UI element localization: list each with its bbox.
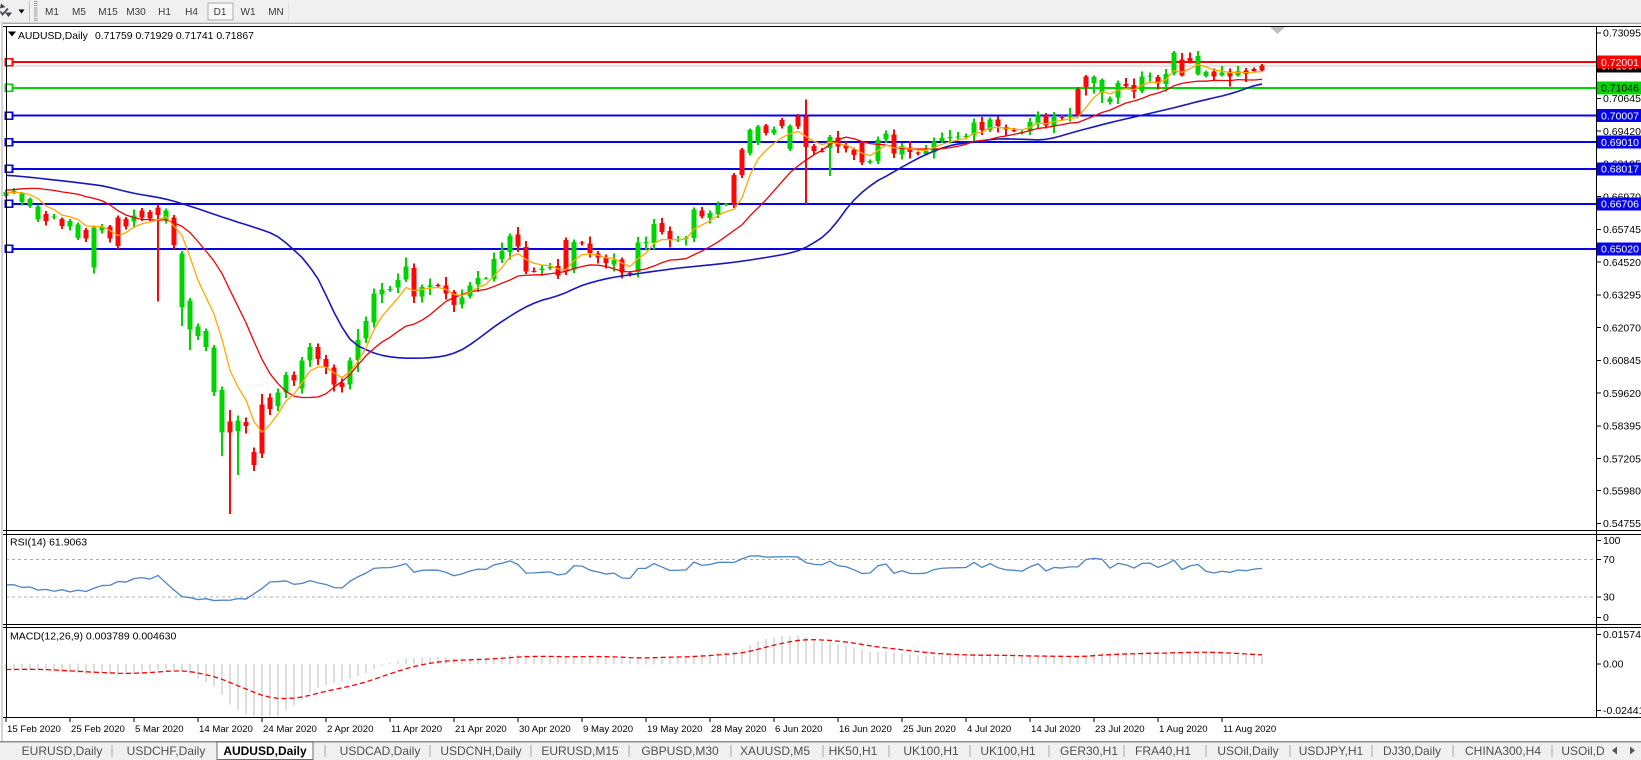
svg-text:0.69420: 0.69420: [1603, 126, 1641, 138]
svg-text:0.65745: 0.65745: [1603, 224, 1641, 236]
svg-text:DJ30,Daily: DJ30,Daily: [1383, 744, 1441, 758]
svg-text:USDCNH,Daily: USDCNH,Daily: [440, 744, 521, 758]
svg-text:0.70007: 0.70007: [1601, 110, 1639, 122]
svg-text:5 Mar 2020: 5 Mar 2020: [135, 724, 184, 735]
svg-text:14 Jul 2020: 14 Jul 2020: [1031, 724, 1081, 735]
svg-text:RSI(14) 61.9063: RSI(14) 61.9063: [10, 537, 87, 549]
svg-text:USDJPY,H1: USDJPY,H1: [1299, 744, 1364, 758]
svg-text:23 Jul 2020: 23 Jul 2020: [1095, 724, 1145, 735]
svg-text:M30: M30: [126, 7, 146, 18]
svg-text:16 Jun 2020: 16 Jun 2020: [839, 724, 892, 735]
svg-text:0.70645: 0.70645: [1603, 93, 1641, 105]
svg-text:EURUSD,M15: EURUSD,M15: [541, 744, 619, 758]
svg-text:15 Feb 2020: 15 Feb 2020: [7, 724, 61, 735]
svg-text:UK100,H1: UK100,H1: [980, 744, 1036, 758]
svg-text:0.58395: 0.58395: [1603, 421, 1641, 433]
svg-text:0.68017: 0.68017: [1601, 164, 1639, 176]
svg-text:CHINA300,H4: CHINA300,H4: [1465, 744, 1541, 758]
svg-text:USDCAD,Daily: USDCAD,Daily: [340, 744, 421, 758]
svg-text:100: 100: [1603, 535, 1621, 547]
svg-text:0.57205: 0.57205: [1603, 453, 1641, 465]
svg-text:30: 30: [1603, 592, 1615, 604]
svg-text:USOil,Daily: USOil,Daily: [1217, 744, 1278, 758]
svg-text:0.73095: 0.73095: [1603, 28, 1641, 40]
svg-text:FRA40,H1: FRA40,H1: [1135, 744, 1191, 758]
svg-text:9 May 2020: 9 May 2020: [583, 724, 633, 735]
svg-text:28 May 2020: 28 May 2020: [711, 724, 766, 735]
svg-text:XAUUSD,M5: XAUUSD,M5: [740, 744, 810, 758]
svg-text:AUDUSD,Daily: AUDUSD,Daily: [223, 744, 307, 758]
svg-text:-0.024412: -0.024412: [1603, 705, 1641, 717]
svg-text:H4: H4: [185, 7, 198, 18]
svg-text:W1: W1: [241, 7, 256, 18]
svg-text:0.62070: 0.62070: [1603, 322, 1641, 334]
svg-text:0.71046: 0.71046: [1601, 83, 1639, 95]
svg-text:0.63295: 0.63295: [1603, 290, 1641, 302]
svg-text:0.66706: 0.66706: [1601, 199, 1639, 211]
svg-text:0.54755: 0.54755: [1603, 518, 1641, 530]
svg-text:0.00: 0.00: [1603, 659, 1624, 671]
svg-text:14 Mar 2020: 14 Mar 2020: [199, 724, 253, 735]
svg-text:0.59620: 0.59620: [1603, 388, 1641, 400]
svg-text:11 Aug 2020: 11 Aug 2020: [1223, 724, 1276, 735]
svg-text:2 Apr 2020: 2 Apr 2020: [327, 724, 373, 735]
svg-text:UK100,H1: UK100,H1: [903, 744, 959, 758]
svg-text:HK50,H1: HK50,H1: [829, 744, 878, 758]
svg-text:0.72001: 0.72001: [1601, 57, 1639, 69]
svg-text:USDCHF,Daily: USDCHF,Daily: [127, 744, 206, 758]
svg-text:6 Jun 2020: 6 Jun 2020: [775, 724, 822, 735]
svg-text:AUDUSD,Daily: AUDUSD,Daily: [18, 31, 89, 42]
svg-text:0.64520: 0.64520: [1603, 257, 1641, 269]
svg-text:GBPUSD,M30: GBPUSD,M30: [641, 744, 719, 758]
svg-text:GER30,H1: GER30,H1: [1060, 744, 1118, 758]
svg-text:0: 0: [1603, 612, 1609, 624]
svg-text:70: 70: [1603, 554, 1615, 566]
svg-text:19 May 2020: 19 May 2020: [647, 724, 702, 735]
svg-text:0.65020: 0.65020: [1601, 244, 1639, 256]
svg-text:0.015741: 0.015741: [1603, 629, 1641, 641]
svg-text:D1: D1: [214, 7, 227, 18]
svg-text:0.60845: 0.60845: [1603, 355, 1641, 367]
svg-text:MACD(12,26,9) 0.003789 0.00463: MACD(12,26,9) 0.003789 0.004630: [10, 631, 177, 643]
svg-text:11 Apr 2020: 11 Apr 2020: [391, 724, 442, 735]
svg-text:25 Jun 2020: 25 Jun 2020: [903, 724, 956, 735]
svg-text:M5: M5: [72, 7, 86, 18]
svg-text:M1: M1: [45, 7, 59, 18]
svg-text:0.69010: 0.69010: [1601, 137, 1639, 149]
svg-text:30 Apr 2020: 30 Apr 2020: [519, 724, 571, 735]
svg-text:0.71759 0.71929 0.71741 0.7186: 0.71759 0.71929 0.71741 0.71867: [95, 31, 254, 42]
svg-text:M15: M15: [98, 7, 118, 18]
svg-text:EURUSD,Daily: EURUSD,Daily: [22, 744, 103, 758]
svg-text:4 Jul 2020: 4 Jul 2020: [967, 724, 1011, 735]
svg-text:25 Feb 2020: 25 Feb 2020: [71, 724, 125, 735]
svg-text:1 Aug 2020: 1 Aug 2020: [1159, 724, 1208, 735]
svg-text:MN: MN: [268, 7, 284, 18]
svg-text:H1: H1: [158, 7, 171, 18]
svg-text:21 Apr 2020: 21 Apr 2020: [455, 724, 507, 735]
svg-text:0.55980: 0.55980: [1603, 485, 1641, 497]
svg-text:24 Mar 2020: 24 Mar 2020: [263, 724, 317, 735]
svg-text:USOil,D: USOil,D: [1561, 744, 1605, 758]
